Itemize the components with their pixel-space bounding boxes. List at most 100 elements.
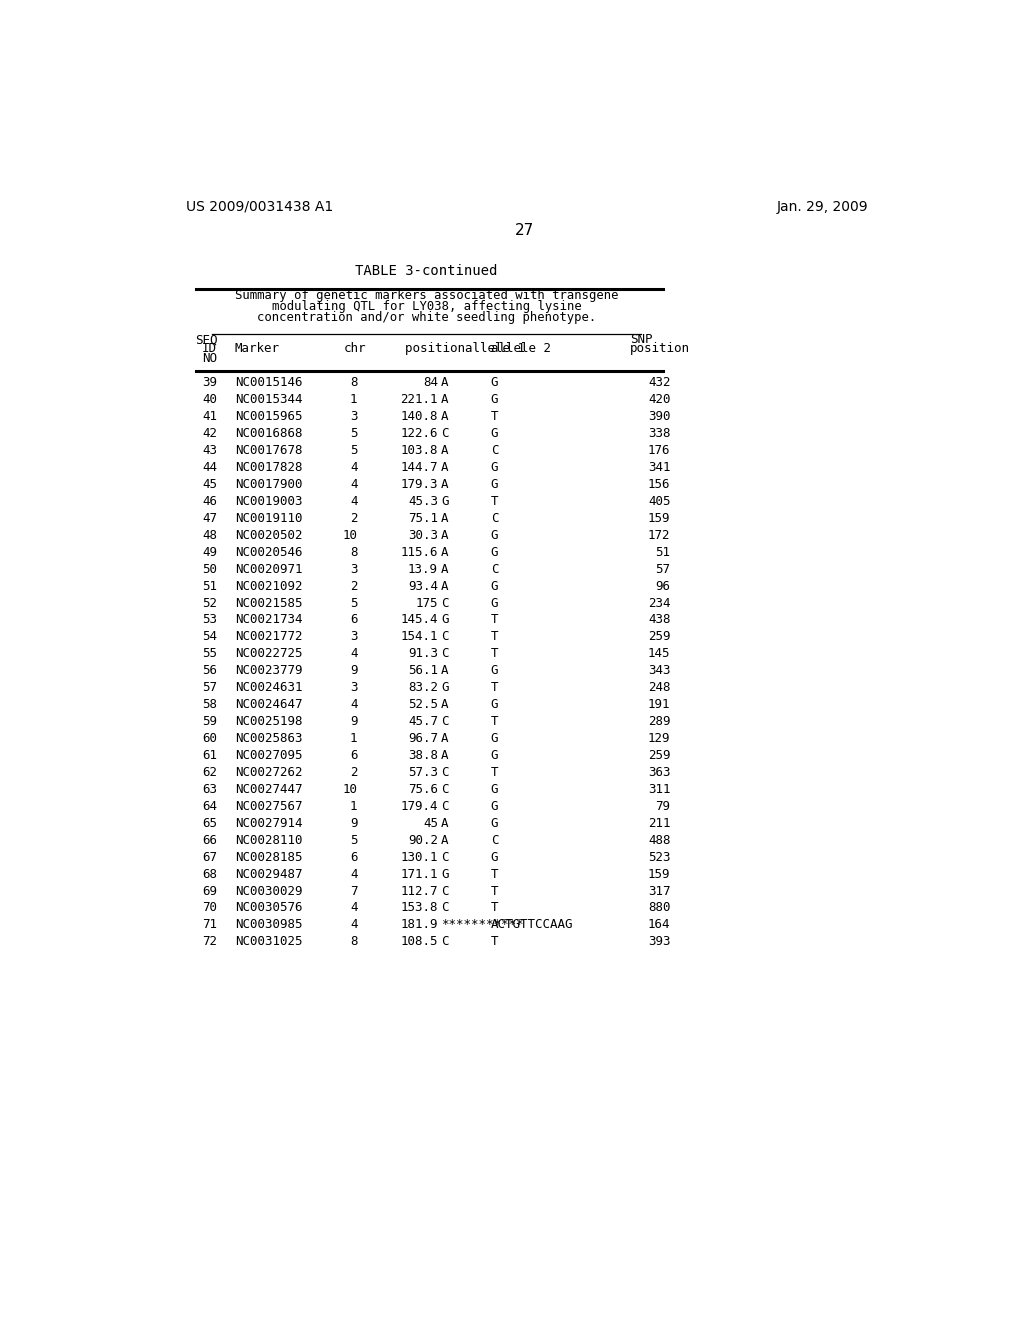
Text: 69: 69 bbox=[202, 884, 217, 898]
Text: 45.3: 45.3 bbox=[408, 495, 438, 508]
Text: A: A bbox=[441, 529, 449, 541]
Text: 112.7: 112.7 bbox=[400, 884, 438, 898]
Text: C: C bbox=[441, 631, 449, 643]
Text: 3: 3 bbox=[350, 562, 357, 576]
Text: 75.1: 75.1 bbox=[408, 512, 438, 525]
Text: C: C bbox=[490, 562, 499, 576]
Text: 130.1: 130.1 bbox=[400, 850, 438, 863]
Text: A: A bbox=[441, 393, 449, 407]
Text: C: C bbox=[441, 783, 449, 796]
Text: 57: 57 bbox=[655, 562, 671, 576]
Text: 420: 420 bbox=[648, 393, 671, 407]
Text: 179.3: 179.3 bbox=[400, 478, 438, 491]
Text: 54: 54 bbox=[202, 631, 217, 643]
Text: 57.3: 57.3 bbox=[408, 766, 438, 779]
Text: SNP: SNP bbox=[630, 333, 652, 346]
Text: modulating QTL for LY038, affecting lysine: modulating QTL for LY038, affecting lysi… bbox=[271, 300, 582, 313]
Text: NC0017828: NC0017828 bbox=[234, 461, 302, 474]
Text: T: T bbox=[490, 867, 499, 880]
Text: 47: 47 bbox=[202, 512, 217, 525]
Text: 2: 2 bbox=[350, 512, 357, 525]
Text: NC0020546: NC0020546 bbox=[234, 545, 302, 558]
Text: 10: 10 bbox=[342, 529, 357, 541]
Text: 343: 343 bbox=[648, 664, 671, 677]
Text: 60: 60 bbox=[202, 733, 217, 744]
Text: 488: 488 bbox=[648, 834, 671, 846]
Text: 42: 42 bbox=[202, 428, 217, 440]
Text: 56: 56 bbox=[202, 664, 217, 677]
Text: concentration and/or white seedling phenotype.: concentration and/or white seedling phen… bbox=[257, 312, 596, 323]
Text: NC0016868: NC0016868 bbox=[234, 428, 302, 440]
Text: 64: 64 bbox=[202, 800, 217, 813]
Text: T: T bbox=[490, 647, 499, 660]
Text: 140.8: 140.8 bbox=[400, 411, 438, 424]
Text: 159: 159 bbox=[648, 867, 671, 880]
Text: Marker: Marker bbox=[234, 342, 280, 355]
Text: C: C bbox=[441, 902, 449, 915]
Text: 4: 4 bbox=[350, 495, 357, 508]
Text: NC0023779: NC0023779 bbox=[234, 664, 302, 677]
Text: 58: 58 bbox=[202, 698, 217, 711]
Text: 145.4: 145.4 bbox=[400, 614, 438, 627]
Text: 53: 53 bbox=[202, 614, 217, 627]
Text: 79: 79 bbox=[655, 800, 671, 813]
Text: 172: 172 bbox=[648, 529, 671, 541]
Text: 338: 338 bbox=[648, 428, 671, 440]
Text: 52: 52 bbox=[202, 597, 217, 610]
Text: 57: 57 bbox=[202, 681, 217, 694]
Text: 48: 48 bbox=[202, 529, 217, 541]
Text: NC0015965: NC0015965 bbox=[234, 411, 302, 424]
Text: 8: 8 bbox=[350, 376, 357, 389]
Text: NC0027914: NC0027914 bbox=[234, 817, 302, 830]
Text: NO: NO bbox=[202, 351, 217, 364]
Text: G: G bbox=[490, 529, 499, 541]
Text: A: A bbox=[441, 461, 449, 474]
Text: NC0030576: NC0030576 bbox=[234, 902, 302, 915]
Text: 259: 259 bbox=[648, 631, 671, 643]
Text: 5: 5 bbox=[350, 597, 357, 610]
Text: Jan. 29, 2009: Jan. 29, 2009 bbox=[776, 199, 868, 214]
Text: US 2009/0031438 A1: US 2009/0031438 A1 bbox=[186, 199, 334, 214]
Text: position: position bbox=[630, 342, 690, 355]
Text: 62: 62 bbox=[202, 766, 217, 779]
Text: 234: 234 bbox=[648, 597, 671, 610]
Text: NC0022725: NC0022725 bbox=[234, 647, 302, 660]
Text: 4: 4 bbox=[350, 647, 357, 660]
Text: 1: 1 bbox=[350, 393, 357, 407]
Text: 13.9: 13.9 bbox=[408, 562, 438, 576]
Text: C: C bbox=[441, 884, 449, 898]
Text: G: G bbox=[490, 850, 499, 863]
Text: 4: 4 bbox=[350, 919, 357, 932]
Text: T: T bbox=[490, 936, 499, 948]
Text: 8: 8 bbox=[350, 545, 357, 558]
Text: 393: 393 bbox=[648, 936, 671, 948]
Text: NC0027567: NC0027567 bbox=[234, 800, 302, 813]
Text: 9: 9 bbox=[350, 817, 357, 830]
Text: NC0017678: NC0017678 bbox=[234, 444, 302, 457]
Text: 144.7: 144.7 bbox=[400, 461, 438, 474]
Text: 46: 46 bbox=[202, 495, 217, 508]
Text: ACTGTTCCAAG: ACTGTTCCAAG bbox=[490, 919, 573, 932]
Text: A: A bbox=[441, 478, 449, 491]
Text: positionallele 1: positionallele 1 bbox=[406, 342, 525, 355]
Text: A: A bbox=[441, 562, 449, 576]
Text: NC0027447: NC0027447 bbox=[234, 783, 302, 796]
Text: 43: 43 bbox=[202, 444, 217, 457]
Text: 4: 4 bbox=[350, 867, 357, 880]
Text: A: A bbox=[441, 698, 449, 711]
Text: NC0021772: NC0021772 bbox=[234, 631, 302, 643]
Text: NC0029487: NC0029487 bbox=[234, 867, 302, 880]
Text: C: C bbox=[441, 850, 449, 863]
Text: NC0030029: NC0030029 bbox=[234, 884, 302, 898]
Text: 5: 5 bbox=[350, 444, 357, 457]
Text: 4: 4 bbox=[350, 698, 357, 711]
Text: C: C bbox=[490, 444, 499, 457]
Text: NC0024647: NC0024647 bbox=[234, 698, 302, 711]
Text: 341: 341 bbox=[648, 461, 671, 474]
Text: 259: 259 bbox=[648, 748, 671, 762]
Text: 45.7: 45.7 bbox=[408, 715, 438, 729]
Text: 45: 45 bbox=[202, 478, 217, 491]
Text: 181.9: 181.9 bbox=[400, 919, 438, 932]
Text: G: G bbox=[490, 748, 499, 762]
Text: C: C bbox=[490, 834, 499, 846]
